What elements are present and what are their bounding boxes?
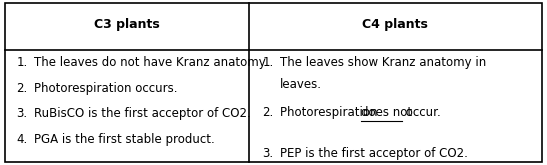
Text: does not: does not [361,106,412,119]
Text: C4 plants: C4 plants [362,18,428,31]
Text: C3 plants: C3 plants [94,18,160,31]
Text: 1.: 1. [263,56,274,69]
Text: Photorespiration: Photorespiration [280,106,381,119]
Text: PGA is the first stable product.: PGA is the first stable product. [34,133,214,146]
Text: leaves.: leaves. [280,78,322,91]
Text: RuBisCO is the first acceptor of CO2.: RuBisCO is the first acceptor of CO2. [34,107,251,120]
Text: The leaves do not have Kranz anatomy.: The leaves do not have Kranz anatomy. [34,56,268,69]
Text: 3.: 3. [263,147,274,160]
Text: occur.: occur. [402,106,441,119]
Text: 2.: 2. [263,106,274,119]
Text: The leaves show Kranz anatomy in: The leaves show Kranz anatomy in [280,56,486,69]
FancyBboxPatch shape [5,3,542,162]
Text: 3.: 3. [16,107,27,120]
Text: 2.: 2. [16,82,28,95]
Text: 4.: 4. [16,133,28,146]
Text: PEP is the first acceptor of CO2.: PEP is the first acceptor of CO2. [280,147,468,160]
Text: Photorespiration occurs.: Photorespiration occurs. [34,82,177,95]
Text: 1.: 1. [16,56,28,69]
